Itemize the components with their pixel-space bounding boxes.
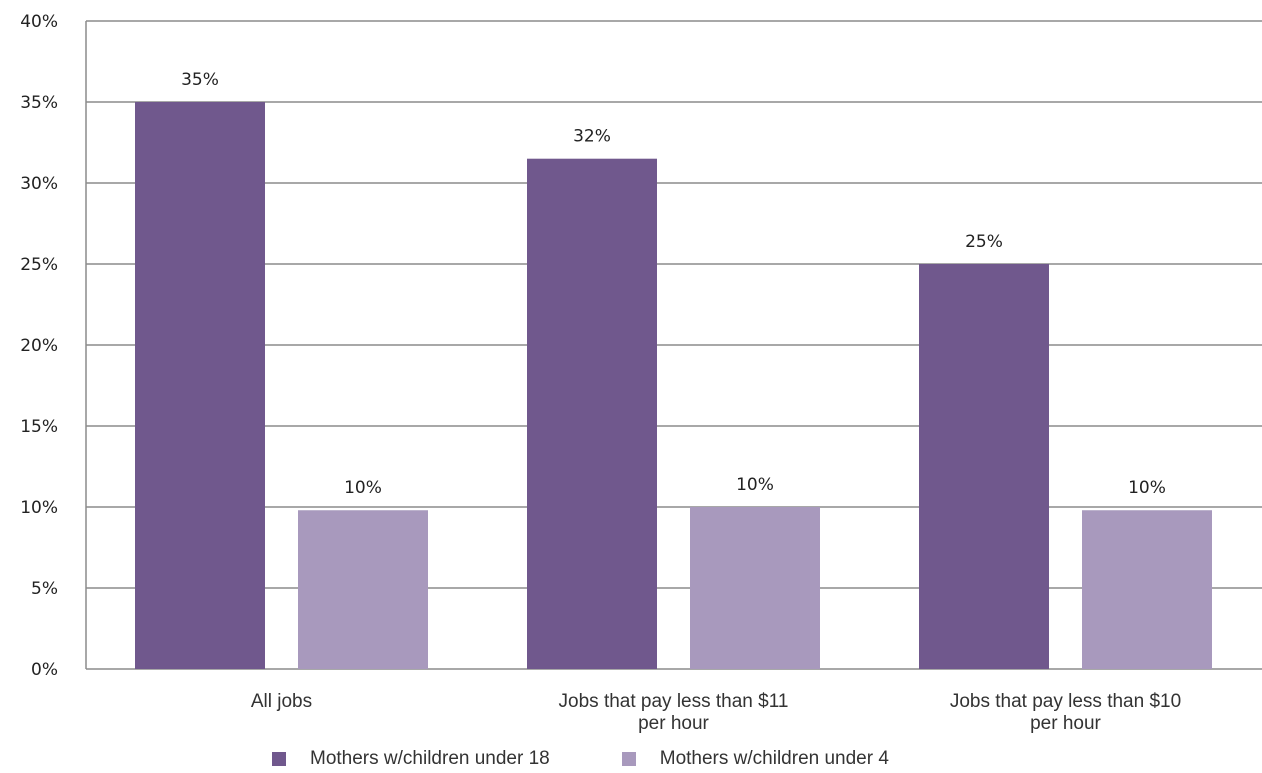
data-label: 25% bbox=[965, 232, 1003, 252]
category-label-line: Jobs that pay less than $11 bbox=[559, 691, 789, 712]
y-tick-label: 5% bbox=[31, 579, 58, 599]
y-tick-label: 35% bbox=[20, 93, 58, 113]
data-label: 10% bbox=[344, 478, 382, 498]
legend-swatch-series-1 bbox=[272, 752, 286, 766]
y-tick-labels: 0% 5% 10% 15% 20% 25% 30% 35% 40% bbox=[20, 12, 58, 680]
y-tick-label: 10% bbox=[20, 498, 58, 518]
y-tick-label: 25% bbox=[20, 255, 58, 275]
legend-swatch-series-2 bbox=[621, 752, 636, 766]
category-label: Jobs that pay less than $11 per hour bbox=[559, 691, 789, 734]
category-label: Jobs that pay less than $10 per hour bbox=[950, 691, 1181, 734]
legend: Mothers w/children under 18 Mothers w/ch… bbox=[272, 748, 889, 770]
bar-series-2 bbox=[690, 507, 820, 669]
data-label: 10% bbox=[1128, 478, 1166, 498]
grid-lines bbox=[86, 20, 1262, 589]
y-tick-label: 30% bbox=[20, 174, 58, 194]
legend-label-series-1: Mothers w/children under 18 bbox=[310, 748, 550, 769]
category-label-line: Jobs that pay less than $10 bbox=[950, 691, 1181, 712]
bar-series-1 bbox=[527, 158, 657, 669]
category-labels: All jobs Jobs that pay less than $11 per h… bbox=[251, 691, 1181, 734]
legend-item-series-1: Mothers w/children under 18 bbox=[272, 748, 550, 770]
bar-series-1 bbox=[919, 264, 1049, 669]
legend-item-series-2: Mothers w/children under 4 bbox=[621, 748, 889, 770]
axes bbox=[85, 21, 1262, 670]
bar-series-2 bbox=[298, 510, 428, 669]
category-label-line: per hour bbox=[1030, 713, 1101, 734]
y-tick-label: 20% bbox=[20, 336, 58, 356]
category-label-line: All jobs bbox=[251, 691, 312, 712]
category-label: All jobs bbox=[251, 691, 312, 712]
bars bbox=[135, 102, 1212, 669]
bar-series-2 bbox=[1082, 510, 1212, 669]
data-labels: 35% 10% 32% 10% 25% 10% bbox=[181, 70, 1166, 498]
y-tick-label: 15% bbox=[20, 417, 58, 437]
category-label-line: per hour bbox=[638, 713, 709, 734]
data-label: 35% bbox=[181, 70, 219, 90]
y-tick-label: 0% bbox=[31, 660, 58, 680]
y-tick-label: 40% bbox=[20, 12, 58, 32]
data-label: 10% bbox=[736, 475, 774, 495]
bar-series-1 bbox=[135, 102, 265, 669]
legend-label-series-2: Mothers w/children under 4 bbox=[659, 748, 889, 769]
data-label: 32% bbox=[573, 127, 611, 147]
